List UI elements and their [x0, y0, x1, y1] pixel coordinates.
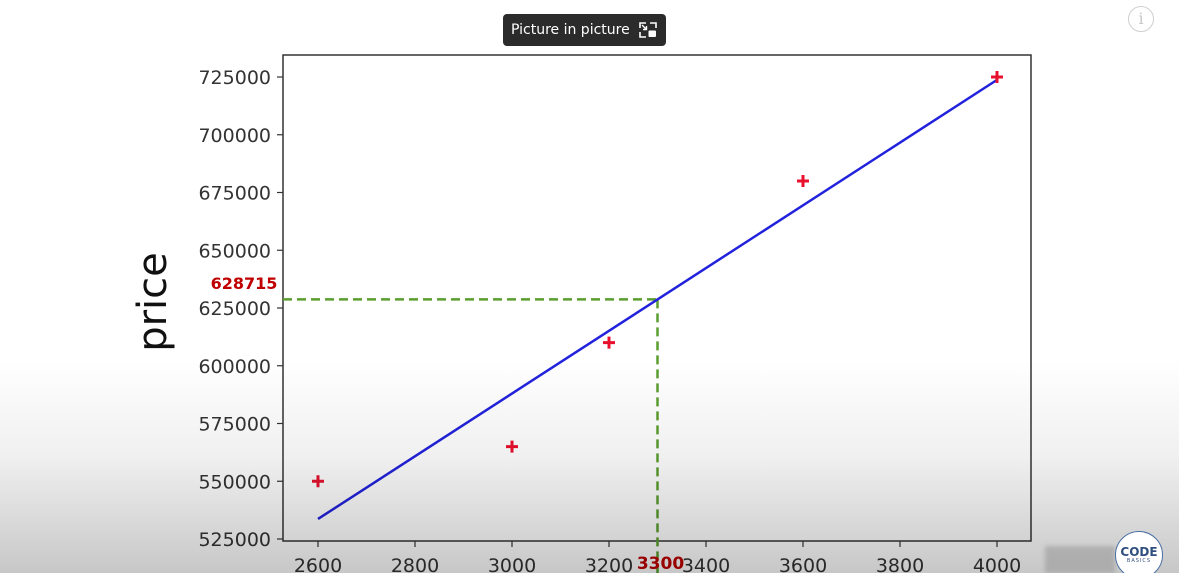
y-tick-label: 625000: [198, 298, 271, 320]
y-tick-label: 550000: [198, 471, 271, 493]
data-point: [991, 71, 1003, 83]
logo-main-text: CODE: [1120, 545, 1158, 559]
blurred-region: [1045, 546, 1115, 573]
x-tick-label: 3000: [488, 555, 536, 573]
regression-line: [317, 78, 998, 521]
y-tick-label: 600000: [198, 356, 271, 378]
y-tick-label: 725000: [198, 67, 271, 89]
guide-y-value-label: 628715: [211, 274, 278, 293]
y-tick-label: 525000: [198, 529, 271, 551]
picture-in-picture-button[interactable]: Picture in picture: [503, 14, 666, 46]
x-tick-label: 3800: [876, 555, 924, 573]
picture-in-picture-icon: [639, 22, 657, 38]
codebasics-logo: CODE BASICS: [1115, 531, 1163, 573]
guide-x-value-label: 3300: [637, 554, 684, 573]
picture-in-picture-label: Picture in picture: [511, 22, 630, 38]
x-tick-label: 3600: [779, 555, 827, 573]
y-tick-label: 675000: [198, 183, 271, 205]
y-axis-label: price: [130, 252, 176, 352]
y-tick-label: 700000: [198, 125, 271, 147]
y-tick-label: 650000: [198, 240, 271, 262]
logo-sub-text: BASICS: [1126, 558, 1152, 564]
data-point: [797, 174, 809, 187]
info-icon[interactable]: i: [1128, 6, 1154, 32]
data-point: [312, 475, 324, 488]
x-tick-label: 3200: [585, 555, 633, 573]
x-tick-label: 4000: [973, 555, 1021, 573]
data-point: [603, 336, 615, 349]
x-tick-label: 2600: [294, 555, 342, 573]
data-point: [506, 440, 518, 453]
y-tick-label: 575000: [198, 414, 271, 436]
x-tick-label: 3400: [682, 555, 730, 573]
x-tick-label: 2800: [391, 555, 439, 573]
